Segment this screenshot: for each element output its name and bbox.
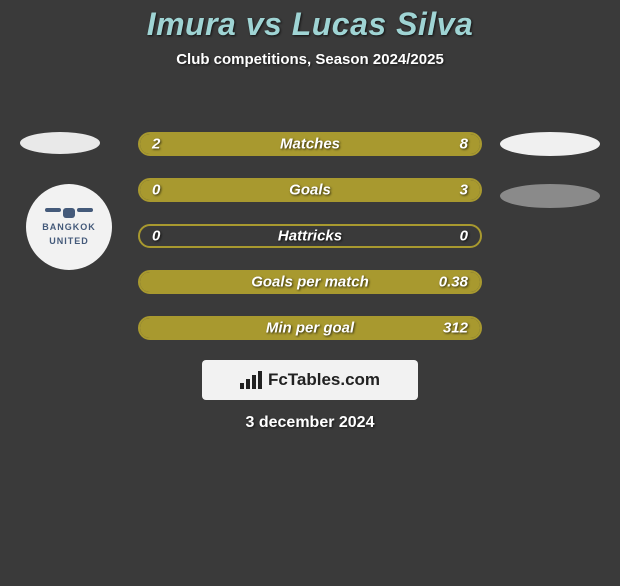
comparison-bar: 0 Hattricks 0 — [138, 224, 482, 248]
bar-right-value: 312 — [443, 320, 468, 337]
bar-stat-label: Matches — [280, 136, 340, 153]
wing-left — [45, 208, 61, 212]
right-ellipse-1 — [500, 132, 600, 156]
left-ellipse-1 — [20, 132, 100, 154]
bar-stat-label: Min per goal — [266, 320, 354, 337]
club-badge: BANGKOK UNITED — [26, 184, 112, 270]
bar-left-value: 0 — [152, 182, 160, 199]
bar-stat-label: Goals — [289, 182, 331, 199]
comparison-bar: 2 Matches 8 — [138, 132, 482, 156]
subtitle: Club competitions, Season 2024/2025 — [0, 51, 620, 68]
page-title: Imura vs Lucas Silva — [0, 6, 620, 43]
date-line: 3 december 2024 — [0, 414, 620, 432]
bar-right-value: 0.38 — [439, 274, 468, 291]
comparison-bar: 0 Goals 3 — [138, 178, 482, 202]
brand-text: FcTables.com — [268, 370, 380, 390]
brand-box: FcTables.com — [202, 360, 418, 400]
wing-center — [63, 208, 75, 218]
bar-stat-label: Goals per match — [251, 274, 369, 291]
comparison-bar: Goals per match 0.38 — [138, 270, 482, 294]
club-text-line-2: UNITED — [49, 236, 89, 246]
bar-stat-label: Hattricks — [278, 228, 342, 245]
bar-right-fill — [208, 134, 480, 154]
club-wings — [45, 208, 93, 218]
wing-right — [77, 208, 93, 212]
right-ellipse-2 — [500, 184, 600, 208]
comparison-bar: Min per goal 312 — [138, 316, 482, 340]
bar-right-value: 3 — [460, 182, 468, 199]
bar-left-value: 0 — [152, 228, 160, 245]
bar-right-value: 8 — [460, 136, 468, 153]
bar-chart-icon — [240, 371, 262, 389]
club-text-line-1: BANGKOK — [42, 222, 96, 232]
bar-left-fill — [140, 134, 208, 154]
bar-left-value: 2 — [152, 136, 160, 153]
bar-right-value: 0 — [460, 228, 468, 245]
